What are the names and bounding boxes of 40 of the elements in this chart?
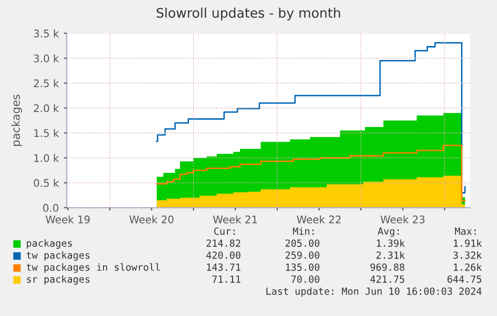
text: Cur: bbox=[214, 227, 235, 235]
y-tick-label: 2.0 k bbox=[34, 104, 60, 112]
y-tick-label: 3.5 k bbox=[34, 29, 60, 38]
legend-label: packages bbox=[26, 239, 72, 249]
y-tick-label: 1.5 k bbox=[34, 129, 60, 138]
x-tick-label: Week 22 bbox=[296, 215, 341, 224]
y-tick-label: 0.0 bbox=[43, 204, 58, 212]
text: 420.00 bbox=[206, 251, 240, 259]
text: Min: bbox=[292, 227, 314, 235]
y-axis-title: packages bbox=[11, 94, 22, 146]
text: 205.00 bbox=[286, 239, 320, 247]
chart-title: Slowroll updates - by month bbox=[156, 8, 340, 20]
text: Max: bbox=[454, 228, 476, 235]
text: 1.91k bbox=[454, 239, 482, 247]
text: 1.39k bbox=[376, 239, 405, 247]
text: Last update: Mon Jun 10 16:00:03 2024 bbox=[266, 287, 482, 297]
text: 214.82 bbox=[206, 239, 240, 247]
text: 135.00 bbox=[286, 263, 320, 271]
text: 1.26k bbox=[454, 263, 482, 271]
text: 3.32k bbox=[453, 251, 482, 259]
legend-label: tw packages bbox=[26, 251, 90, 261]
text: 259.00 bbox=[286, 251, 320, 259]
text: 2.31k bbox=[376, 251, 405, 259]
x-tick-label: Week 23 bbox=[380, 215, 424, 224]
text: 644.75 bbox=[448, 275, 482, 283]
y-tick-label: 1.0 k bbox=[34, 154, 60, 162]
text: 71.11 bbox=[212, 276, 240, 283]
legend-label: tw packages in slowroll bbox=[26, 263, 160, 273]
text: 143.71 bbox=[207, 263, 240, 271]
text: 70.00 bbox=[291, 275, 320, 283]
legend-label: sr packages bbox=[27, 275, 90, 285]
text: 421.75 bbox=[370, 275, 404, 283]
text: Avg: bbox=[378, 228, 399, 237]
y-tick-label: 2.5 k bbox=[34, 79, 60, 88]
y-tick-label: 3.0 k bbox=[34, 54, 60, 62]
x-tick-label: Week 21 bbox=[213, 215, 257, 224]
x-tick-label: Week 20 bbox=[129, 215, 174, 224]
x-tick-label: Week 19 bbox=[46, 215, 90, 224]
text: 969.88 bbox=[370, 263, 404, 271]
y-tick-label: 0.5 k bbox=[34, 178, 60, 187]
